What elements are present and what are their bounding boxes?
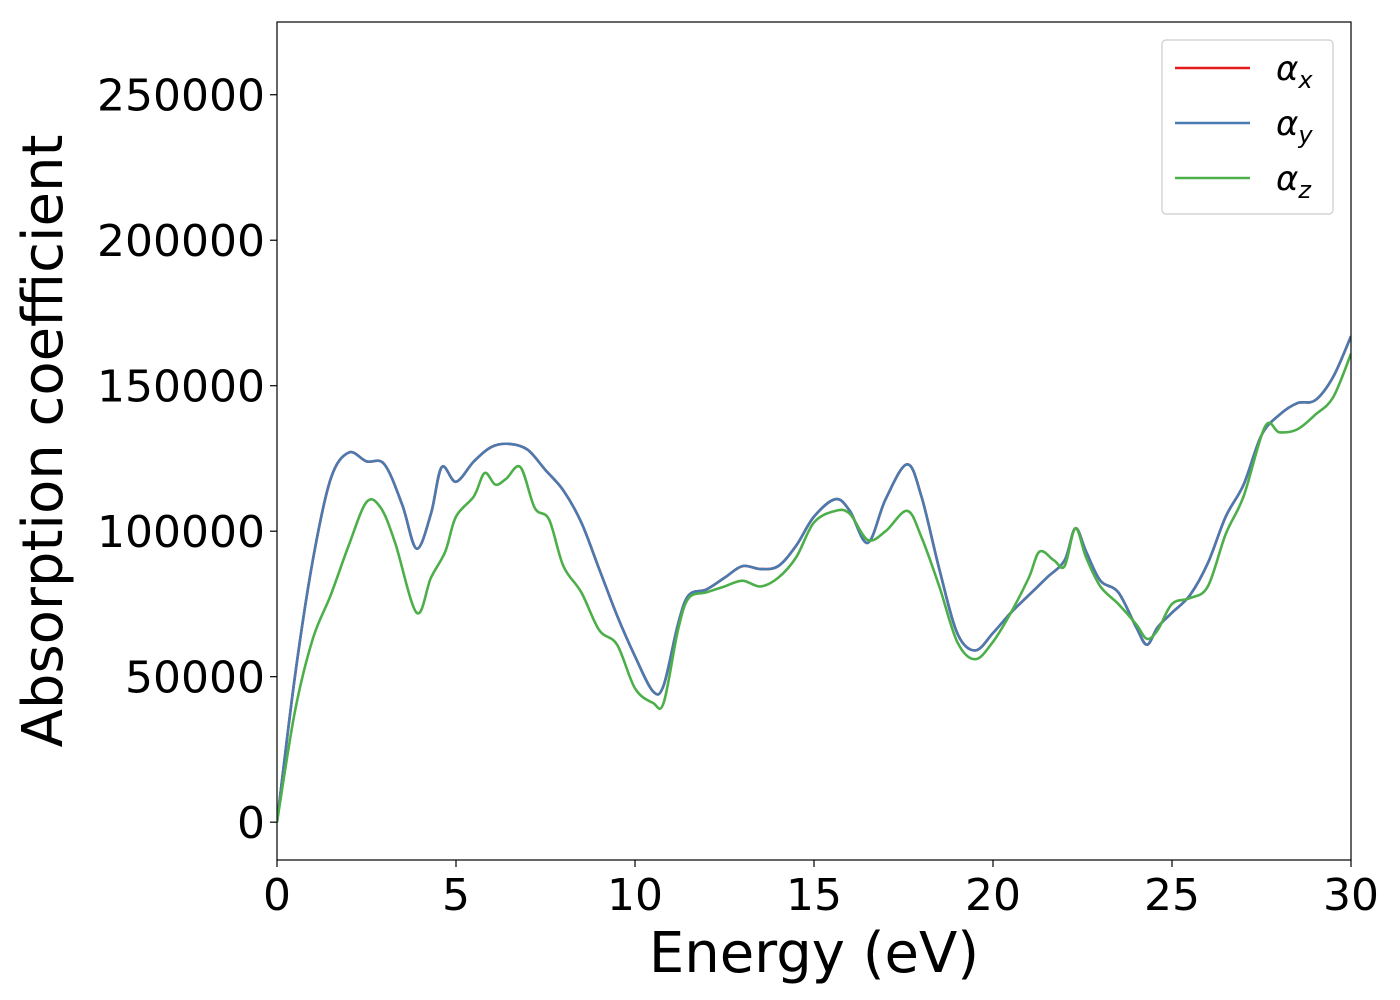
y-tick-label: 0 xyxy=(237,798,265,849)
y-tick-label: 50000 xyxy=(125,653,265,704)
legend-label-y: αy xyxy=(1276,104,1313,149)
y-tick-label: 200000 xyxy=(97,216,265,267)
x-tick-label: 25 xyxy=(1144,870,1200,921)
x-tick-label: 5 xyxy=(442,870,470,921)
y-tick-label: 150000 xyxy=(97,362,265,413)
x-tick-label: 15 xyxy=(786,870,842,921)
series-line-x xyxy=(277,335,1351,823)
series-layer xyxy=(277,335,1351,823)
legend: αx αy αz xyxy=(1161,39,1334,215)
x-axis-ticks: 0 5 10 15 20 25 30 xyxy=(263,860,1379,921)
y-tick-label: 250000 xyxy=(97,71,265,122)
x-tick-label: 10 xyxy=(607,870,663,921)
legend-box xyxy=(1161,39,1334,215)
x-tick-label: 20 xyxy=(965,870,1021,921)
y-axis-title: Absorption coefficient xyxy=(11,135,76,748)
x-tick-label: 30 xyxy=(1323,870,1379,921)
legend-label-x: αx xyxy=(1276,49,1313,94)
x-axis-title: Energy (eV) xyxy=(649,921,979,986)
x-tick-label: 0 xyxy=(263,870,291,921)
y-tick-label: 100000 xyxy=(97,507,265,558)
series-line-y xyxy=(277,335,1351,823)
y-axis-ticks: 0 50000 100000 150000 200000 250000 xyxy=(97,71,277,849)
series-line-z xyxy=(277,353,1351,823)
legend-label-z: αz xyxy=(1276,159,1312,204)
